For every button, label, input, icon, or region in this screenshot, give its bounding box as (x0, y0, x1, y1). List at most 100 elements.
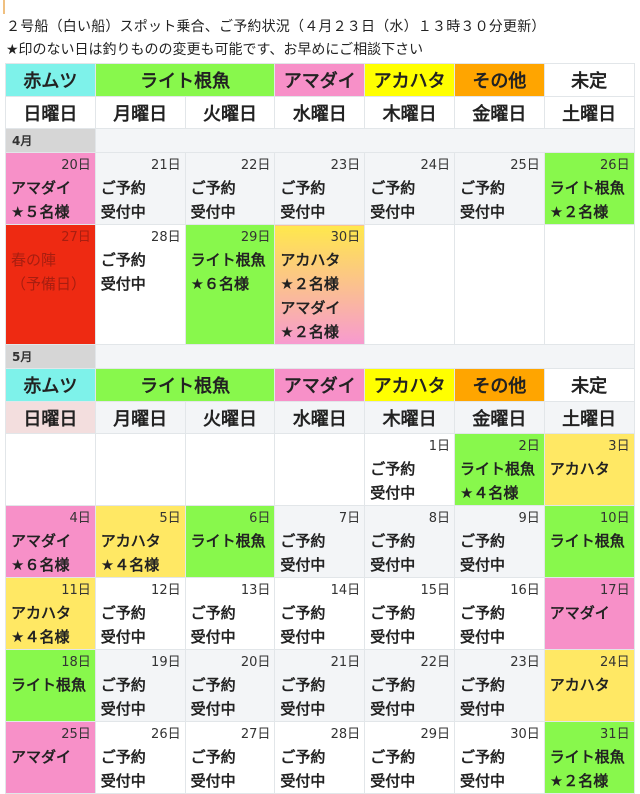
day-number (11, 437, 91, 457)
cell-text: アカハタ (549, 676, 610, 694)
legend-orange: その他 (453, 63, 545, 97)
day-cell[interactable]: 22日 ご予約 受付中 (184, 152, 276, 225)
day-number (370, 228, 450, 248)
day-number: 21日 (330, 655, 361, 670)
day-cell[interactable]: 30日 アカハタ ★２名様 アマダイ ★２名様 (274, 224, 366, 345)
cell-text: 受付中 (190, 772, 236, 790)
cell-text: 受付中 (190, 203, 236, 221)
day-cell[interactable]: 3日 アカハタ (543, 433, 635, 506)
cell-text: ご予約 (100, 251, 146, 269)
day-number: 5日 (159, 511, 181, 526)
cell-text: 受付中 (370, 556, 416, 574)
day-number: 7日 (338, 511, 361, 526)
cell-text: 受付中 (370, 628, 416, 646)
day-cell[interactable]: 13日 ご予約 受付中 (184, 577, 276, 650)
legend-green: ライト根魚 (94, 63, 276, 97)
day-cell[interactable]: 8日 ご予約 受付中 (364, 505, 455, 578)
day-cell[interactable]: 29日 ご予約 受付中 (364, 721, 455, 794)
day-cell[interactable]: 28日 ご予約 受付中 (274, 721, 366, 794)
cell-text: 受付中 (100, 700, 146, 718)
day-cell[interactable]: 20日 ご予約 受付中 (184, 649, 276, 722)
cell-text: ご予約 (459, 604, 505, 622)
day-cell[interactable]: 14日 ご予約 受付中 (274, 577, 366, 650)
day-number: 15日 (420, 583, 450, 598)
cell-text: 受付中 (280, 772, 326, 790)
day-cell[interactable]: 24日 ご予約 受付中 (364, 152, 455, 225)
day-number: 27日 (240, 727, 271, 742)
day-cell[interactable]: 12日 ご予約 受付中 (94, 577, 186, 650)
day-cell[interactable]: 25日 アマダイ (5, 721, 96, 794)
legend-yellow: アカハタ (364, 63, 455, 97)
cell-text: 受付中 (370, 484, 416, 502)
day-cell[interactable]: 25日 ご予約 受付中 (453, 152, 545, 225)
day-cell[interactable]: 20日 アマダイ ★５名様 (5, 152, 96, 225)
cell-text: 受付中 (459, 203, 505, 221)
cell-text: ★６名様 (190, 275, 250, 293)
day-cell[interactable]: 26日 ライト根魚 ★２名様 (543, 152, 635, 225)
cell-text: ライト根魚 (549, 179, 625, 197)
day-cell[interactable]: 17日 アマダイ (543, 577, 635, 650)
day-cell[interactable]: 4日 アマダイ ★６名様 (5, 505, 96, 578)
day-cell[interactable]: 21日 ご予約 受付中 (274, 649, 366, 722)
cell-text: ご予約 (459, 748, 505, 766)
day-cell[interactable]: 11日 アカハタ ★４名様 (5, 577, 96, 650)
day-cell[interactable]: 24日 アカハタ (543, 649, 635, 722)
day-number: 28日 (151, 230, 181, 245)
day-number: 8日 (428, 511, 450, 526)
cell-text: ご予約 (190, 604, 236, 622)
day-cell[interactable]: 5日 アカハタ ★４名様 (94, 505, 186, 578)
weekday-header: 日曜日 (5, 96, 96, 129)
day-number: 12日 (151, 583, 181, 598)
day-number: 6日 (249, 511, 271, 526)
day-cell[interactable]: 9日 ご予約 受付中 (453, 505, 545, 578)
day-cell[interactable]: 18日 ライト根魚 (5, 649, 96, 722)
day-number: 20日 (61, 158, 91, 173)
day-cell[interactable]: 28日 ご予約 受付中 (94, 224, 186, 345)
day-number: 4日 (69, 511, 91, 526)
day-cell[interactable]: 22日 ご予約 受付中 (364, 649, 455, 722)
day-cell[interactable]: 16日 ご予約受付中 (453, 577, 545, 650)
day-cell[interactable]: 29日 ライト根魚 ★６名様 (184, 224, 276, 345)
day-number: 27日 (61, 230, 91, 245)
month-spacer (94, 344, 635, 369)
day-number: 24日 (420, 158, 450, 173)
day-number: 11日 (61, 583, 91, 598)
day-number: 31日 (600, 727, 630, 742)
month-spacer (94, 128, 635, 153)
weekday-header: 水曜日 (274, 96, 366, 129)
month-row: 5月 (5, 344, 635, 369)
day-cell[interactable]: 7日 ご予約 受付中 (274, 505, 366, 578)
cell-text: 受付中 (459, 628, 505, 646)
day-cell[interactable]: 6日 ライト根魚 (184, 505, 276, 578)
day-cell[interactable]: 23日 ご予約 受付中 (453, 649, 545, 722)
day-cell[interactable]: 26日 ご予約 受付中 (94, 721, 186, 794)
day-cell[interactable]: 10日 ライト根魚 (543, 505, 635, 578)
day-cell[interactable]: 30日 ご予約 受付中 (453, 721, 545, 794)
cell-text: ★２名様 (280, 323, 339, 341)
day-number: 26日 (151, 727, 181, 742)
cell-text: ご予約 (100, 179, 146, 197)
day-number: 10日 (600, 511, 630, 526)
day-cell[interactable]: 15日 ご予約受付中 (364, 577, 455, 650)
weekday-row: 日曜日 月曜日 火曜日 水曜日 木曜日 金曜日 土曜日 (5, 401, 635, 434)
day-number: 16日 (510, 583, 540, 598)
day-cell[interactable]: 21日 ご予約 受付中 (94, 152, 186, 225)
day-cell[interactable]: 27日 ご予約 受付中 (184, 721, 276, 794)
day-cell[interactable]: 27日 春の陣 （予備日） (5, 224, 96, 345)
cell-text: ご予約 (370, 604, 416, 622)
day-cell[interactable]: 31日 ライト根魚 ★２名様 (543, 721, 635, 794)
day-cell[interactable]: 2日 ライト根魚 ★４名様 (453, 433, 545, 506)
day-cell[interactable]: 19日 ご予約 受付中 (94, 649, 186, 722)
cell-text: アマダイ (549, 604, 610, 622)
day-number: 25日 (61, 727, 91, 742)
week-row: 11日 アカハタ ★４名様 12日 ご予約 受付中 13日 ご予約 受付中 14日 ご予約 受付中 15… (5, 577, 635, 650)
weekday-header: 木曜日 (364, 401, 455, 434)
cell-text: 受付中 (459, 556, 505, 574)
day-number: 18日 (61, 655, 91, 670)
empty-cell (184, 433, 276, 506)
weekday-header: 日曜日 (5, 401, 96, 434)
cell-text: ★４名様 (11, 628, 70, 646)
day-cell[interactable]: 1日 ご予約 受付中 (364, 433, 455, 506)
cell-text: ご予約 (370, 748, 416, 766)
day-cell[interactable]: 23日 ご予約 受付中 (274, 152, 366, 225)
